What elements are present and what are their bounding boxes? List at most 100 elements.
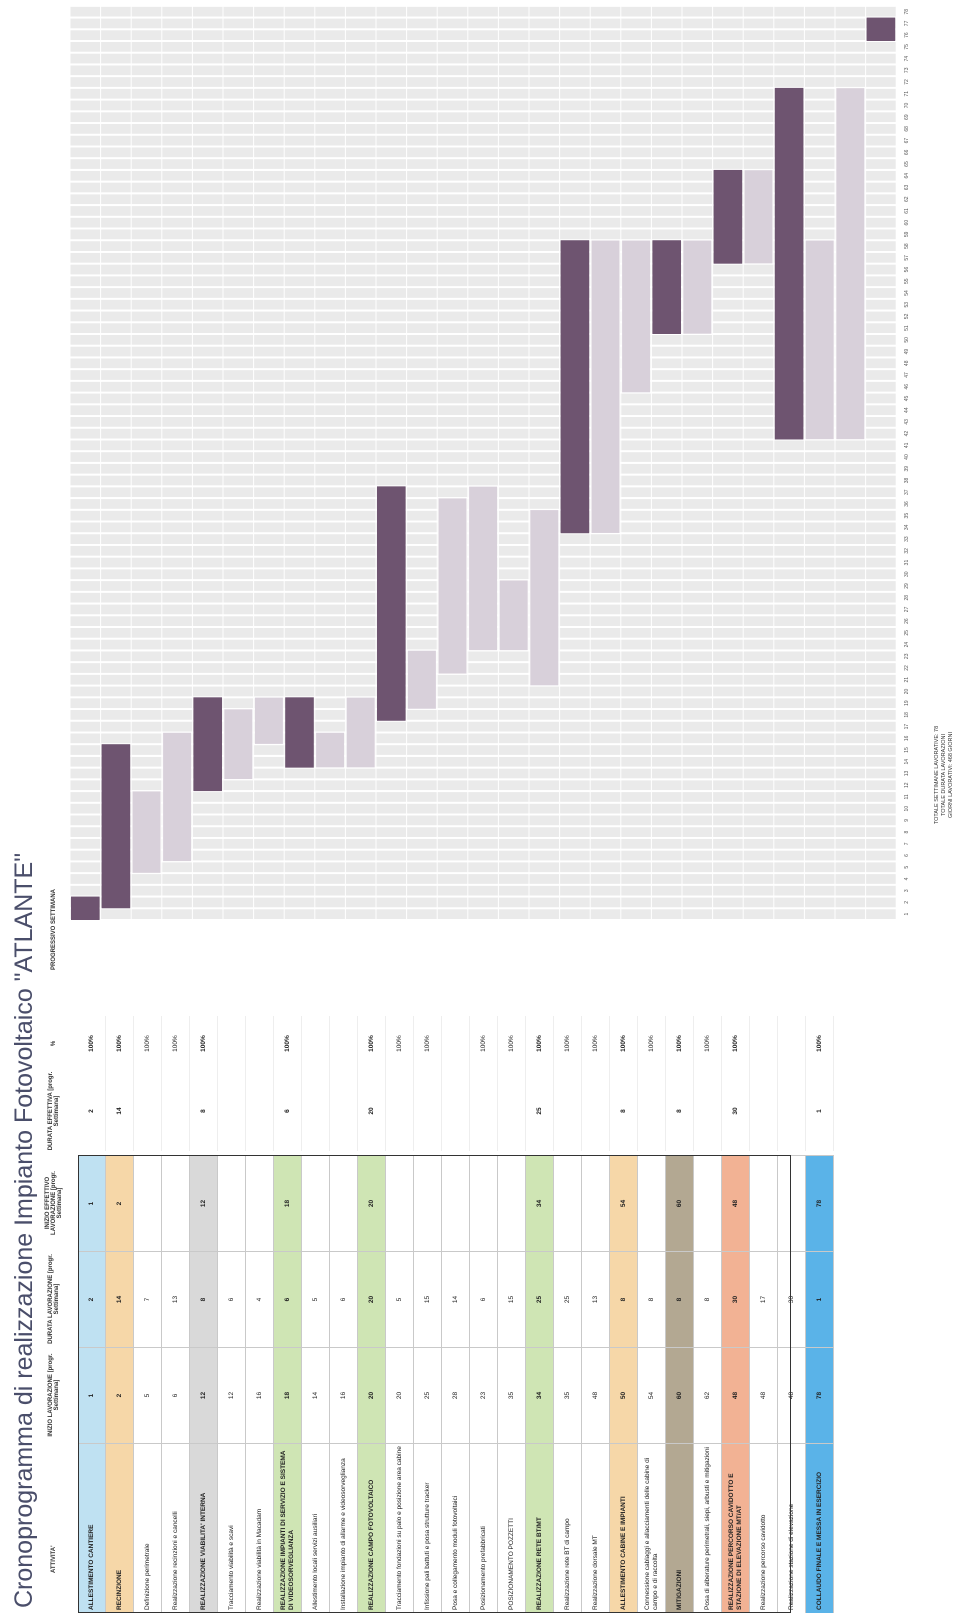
week-stripe bbox=[70, 710, 897, 720]
week-tick-label: 38 bbox=[904, 478, 910, 484]
week-stripe bbox=[70, 721, 897, 732]
week-stripe bbox=[70, 88, 897, 99]
week-stripe bbox=[70, 6, 897, 17]
week-tick-label: 28 bbox=[904, 595, 910, 601]
gantt-bar bbox=[590, 239, 621, 534]
gantt-bar bbox=[346, 697, 376, 768]
week-tick-label: 31 bbox=[904, 560, 910, 566]
week-stripe bbox=[70, 838, 897, 849]
week-tick-label: 48 bbox=[904, 360, 910, 366]
gantt-bar bbox=[835, 87, 865, 440]
week-tick-label: 53 bbox=[904, 302, 910, 308]
week-tick-label: 49 bbox=[904, 349, 910, 355]
week-stripe bbox=[70, 30, 897, 40]
week-tick-label: 78 bbox=[904, 9, 910, 15]
week-tick-label: 57 bbox=[904, 255, 910, 261]
week-tick-label: 65 bbox=[904, 161, 910, 167]
gantt-bar bbox=[805, 239, 835, 440]
week-tick-label: 24 bbox=[904, 642, 910, 648]
gantt-bar bbox=[468, 486, 498, 651]
week-tick-label: 47 bbox=[904, 372, 910, 378]
week-stripe bbox=[70, 452, 897, 462]
week-tick-label: 72 bbox=[904, 79, 910, 85]
week-stripe bbox=[70, 393, 897, 404]
week-tick-label: 17 bbox=[904, 724, 910, 730]
week-stripe bbox=[70, 827, 897, 837]
week-tick-label: 64 bbox=[904, 173, 910, 179]
week-tick-label: 26 bbox=[904, 618, 910, 624]
week-tick-label: 56 bbox=[904, 267, 910, 273]
week-tick-label: 32 bbox=[904, 548, 910, 554]
week-stripe bbox=[70, 405, 897, 416]
gantt-bar bbox=[285, 697, 314, 768]
week-stripe bbox=[70, 440, 897, 451]
week-stripe bbox=[70, 815, 897, 826]
week-tick-label: 74 bbox=[904, 56, 910, 62]
week-tick-label: 12 bbox=[904, 782, 910, 788]
totals-duration: TOTALE DURATA LAVORAZIONI bbox=[941, 734, 947, 817]
week-tick-label: 54 bbox=[904, 290, 910, 296]
week-tick-label: 2 bbox=[904, 901, 910, 904]
week-tick-label: 43 bbox=[904, 419, 910, 425]
week-stripe bbox=[70, 159, 897, 169]
week-stripe bbox=[70, 780, 897, 791]
week-tick-label: 34 bbox=[904, 524, 910, 530]
week-stripe bbox=[70, 909, 897, 919]
week-stripe bbox=[70, 170, 897, 181]
gantt-bar bbox=[652, 240, 681, 334]
week-tick-label: 50 bbox=[904, 337, 910, 343]
week-stripe bbox=[70, 733, 897, 744]
week-tick-label: 29 bbox=[904, 583, 910, 589]
week-tick-label: 66 bbox=[904, 149, 910, 155]
week-tick-label: 63 bbox=[904, 185, 910, 191]
week-tick-label: 41 bbox=[904, 442, 910, 448]
week-tick-label: 13 bbox=[904, 771, 910, 777]
week-stripe bbox=[70, 42, 897, 52]
gantt-bar bbox=[101, 744, 131, 909]
week-tick-label: 37 bbox=[904, 489, 910, 495]
gantt-bar bbox=[713, 169, 743, 264]
gantt-bar bbox=[71, 896, 100, 920]
week-stripe bbox=[70, 182, 897, 193]
week-stripe bbox=[70, 370, 897, 380]
week-tick-label: 6 bbox=[904, 854, 910, 857]
week-stripe bbox=[70, 100, 897, 111]
week-tick-label: 33 bbox=[904, 536, 910, 542]
week-tick-label: 58 bbox=[904, 243, 910, 249]
gantt-bar bbox=[254, 697, 284, 745]
week-stripe bbox=[70, 65, 897, 76]
totals-days: GIORNI LAVORATIVI: 468 GIORNI bbox=[948, 732, 954, 818]
gantt-bar bbox=[377, 486, 406, 721]
week-tick-label: 35 bbox=[904, 513, 910, 519]
gantt-bar bbox=[529, 509, 559, 686]
week-tick-label: 21 bbox=[904, 677, 910, 683]
week-tick-label: 60 bbox=[904, 220, 910, 226]
week-stripe bbox=[70, 229, 897, 240]
week-tick-label: 51 bbox=[904, 325, 910, 331]
week-tick-label: 1 bbox=[904, 913, 910, 916]
week-stripe bbox=[70, 311, 897, 322]
week-stripe bbox=[70, 217, 897, 228]
week-stripe bbox=[70, 135, 897, 146]
week-stripe bbox=[70, 53, 897, 64]
week-tick-label: 4 bbox=[904, 877, 910, 880]
week-tick-label: 23 bbox=[904, 653, 910, 659]
week-tick-label: 3 bbox=[904, 889, 910, 892]
week-stripe bbox=[70, 77, 897, 87]
week-stripe bbox=[70, 475, 897, 486]
week-tick-label: 15 bbox=[904, 747, 910, 753]
week-tick-label: 75 bbox=[904, 44, 910, 50]
week-tick-label: 52 bbox=[904, 313, 910, 319]
week-tick-label: 70 bbox=[904, 102, 910, 108]
week-tick-label: 10 bbox=[904, 806, 910, 812]
week-stripe bbox=[70, 346, 897, 357]
week-stripe bbox=[70, 428, 897, 439]
week-stripe bbox=[70, 698, 897, 709]
week-tick-label: 19 bbox=[904, 700, 910, 706]
week-tick-label: 67 bbox=[904, 138, 910, 144]
week-tick-label: 61 bbox=[904, 208, 910, 214]
totals-note: TOTALE SETTIMANE LAVORATIVE: 78 TOTALE D… bbox=[934, 720, 955, 830]
week-tick-label: 73 bbox=[904, 67, 910, 73]
week-stripe bbox=[70, 862, 897, 873]
week-tick-label: 62 bbox=[904, 196, 910, 202]
